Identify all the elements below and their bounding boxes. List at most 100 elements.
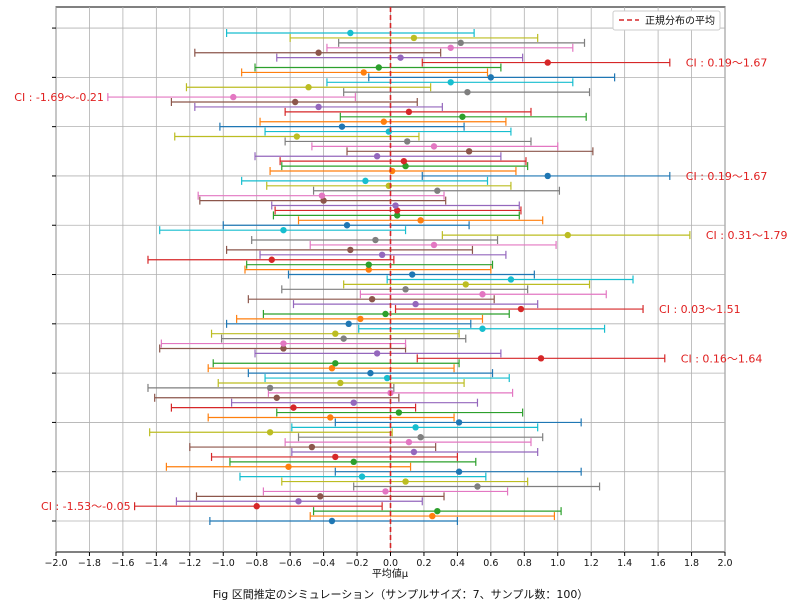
mean-point — [268, 256, 275, 263]
mean-point — [373, 153, 381, 160]
mean-point — [293, 133, 301, 140]
x-tick-label: −0.8 — [245, 558, 268, 569]
sample-means — [230, 29, 571, 525]
mean-point — [465, 148, 473, 155]
x-tick-label: 0.6 — [483, 558, 498, 569]
mean-point — [383, 374, 391, 382]
x-tick-label: −2.0 — [44, 558, 67, 569]
mean-point — [564, 231, 571, 239]
x-tick-label: −1.8 — [78, 558, 101, 569]
x-tick-label: −0.2 — [346, 558, 369, 569]
mean-point — [417, 434, 424, 441]
ci-annotation: CI : 0.19～1.67 — [686, 57, 768, 70]
x-axis-label: 平均値μ — [372, 567, 409, 580]
mean-point — [266, 384, 274, 392]
mean-point — [393, 207, 401, 214]
x-tick-label: −1.4 — [145, 558, 168, 569]
mean-point — [382, 310, 389, 318]
mean-point — [455, 419, 463, 426]
mean-point — [417, 217, 424, 224]
mean-point — [464, 88, 471, 96]
mean-point — [457, 39, 464, 47]
mean-point — [405, 438, 413, 446]
mean-point — [273, 394, 280, 401]
mean-point — [230, 93, 237, 101]
mean-point — [479, 325, 486, 332]
legend: 正規分布の平均 — [612, 10, 721, 31]
ci-annotation: CI : 0.16～1.64 — [681, 352, 763, 365]
mean-point — [332, 330, 339, 337]
mean-point — [392, 202, 399, 209]
mean-point — [357, 315, 364, 323]
mean-point — [280, 340, 287, 347]
mean-point — [447, 44, 454, 51]
mean-point — [393, 212, 401, 219]
mean-point — [345, 320, 352, 328]
mean-point — [365, 261, 372, 268]
mean-point — [479, 291, 486, 298]
mean-point — [360, 69, 367, 76]
x-tick-label: 1.8 — [684, 558, 699, 569]
mean-point — [367, 369, 374, 377]
mean-point — [373, 350, 381, 357]
mean-point — [350, 399, 357, 406]
mean-point — [429, 512, 436, 520]
mean-point — [459, 113, 466, 120]
ci-annotation: CI : 0.31～1.79 — [706, 229, 788, 242]
mean-point — [412, 424, 419, 431]
mean-point — [337, 379, 344, 387]
mean-point — [380, 118, 388, 125]
mean-point — [455, 468, 463, 475]
ci-annotations: CI : -1.53～-0.05 CI : 0.16～1.64 CI : 0.03～… — [14, 57, 787, 514]
x-tick-label: 1.6 — [651, 558, 666, 569]
mean-point — [544, 59, 551, 66]
mean-point — [409, 271, 416, 278]
mean-point — [462, 281, 469, 288]
x-tick-label: −1.0 — [212, 558, 235, 569]
mean-point — [318, 192, 326, 199]
x-tick-label: 0.8 — [517, 558, 532, 569]
mean-point — [328, 517, 336, 525]
x-tick-label: 2.0 — [717, 558, 732, 569]
mean-point — [285, 463, 292, 470]
mean-point — [372, 236, 379, 244]
mean-point — [397, 54, 404, 61]
mean-point — [347, 29, 354, 37]
mean-point — [362, 177, 369, 185]
mean-point — [340, 335, 347, 342]
mean-point — [378, 251, 386, 259]
mean-point — [332, 360, 339, 367]
mean-point — [537, 355, 545, 362]
mean-point — [347, 246, 354, 254]
mean-point — [405, 108, 413, 116]
legend-box — [612, 10, 721, 31]
mean-point — [266, 429, 274, 436]
ci-annotation: CI : -1.69～-0.21 — [14, 91, 104, 104]
mean-point — [402, 162, 409, 170]
mean-point — [474, 483, 481, 490]
x-axis: −2.0 −1.8 −1.6 −1.4 −1.2 −1.0 −0.8 −0.6 −0.4 −0.2… — [44, 552, 733, 569]
mean-point — [315, 49, 322, 56]
figure-caption: Fig 区間推定のシミュレーション（サンプルサイズ：7、サンプル数：100） — [212, 588, 589, 601]
mean-point — [404, 138, 411, 145]
x-tick-label: 0.0 — [383, 558, 398, 569]
x-tick-label: 1.2 — [584, 558, 599, 569]
mean-point — [280, 345, 287, 352]
mean-point — [290, 404, 297, 411]
x-tick-label: −0.4 — [312, 558, 335, 569]
mean-point — [412, 300, 419, 308]
mean-point — [280, 226, 287, 234]
mean-point — [410, 34, 418, 42]
x-tick-label: −0.6 — [279, 558, 302, 569]
mean-point — [358, 473, 366, 480]
mean-point — [338, 123, 346, 130]
x-tick-label: 0.4 — [450, 558, 465, 569]
mean-point — [350, 458, 357, 466]
mean-point — [402, 478, 409, 485]
ci-annotation: CI : 0.03～1.51 — [659, 303, 741, 316]
mean-point — [332, 453, 339, 461]
mean-point — [430, 241, 438, 249]
mean-point — [410, 448, 418, 456]
mean-point — [487, 74, 495, 81]
